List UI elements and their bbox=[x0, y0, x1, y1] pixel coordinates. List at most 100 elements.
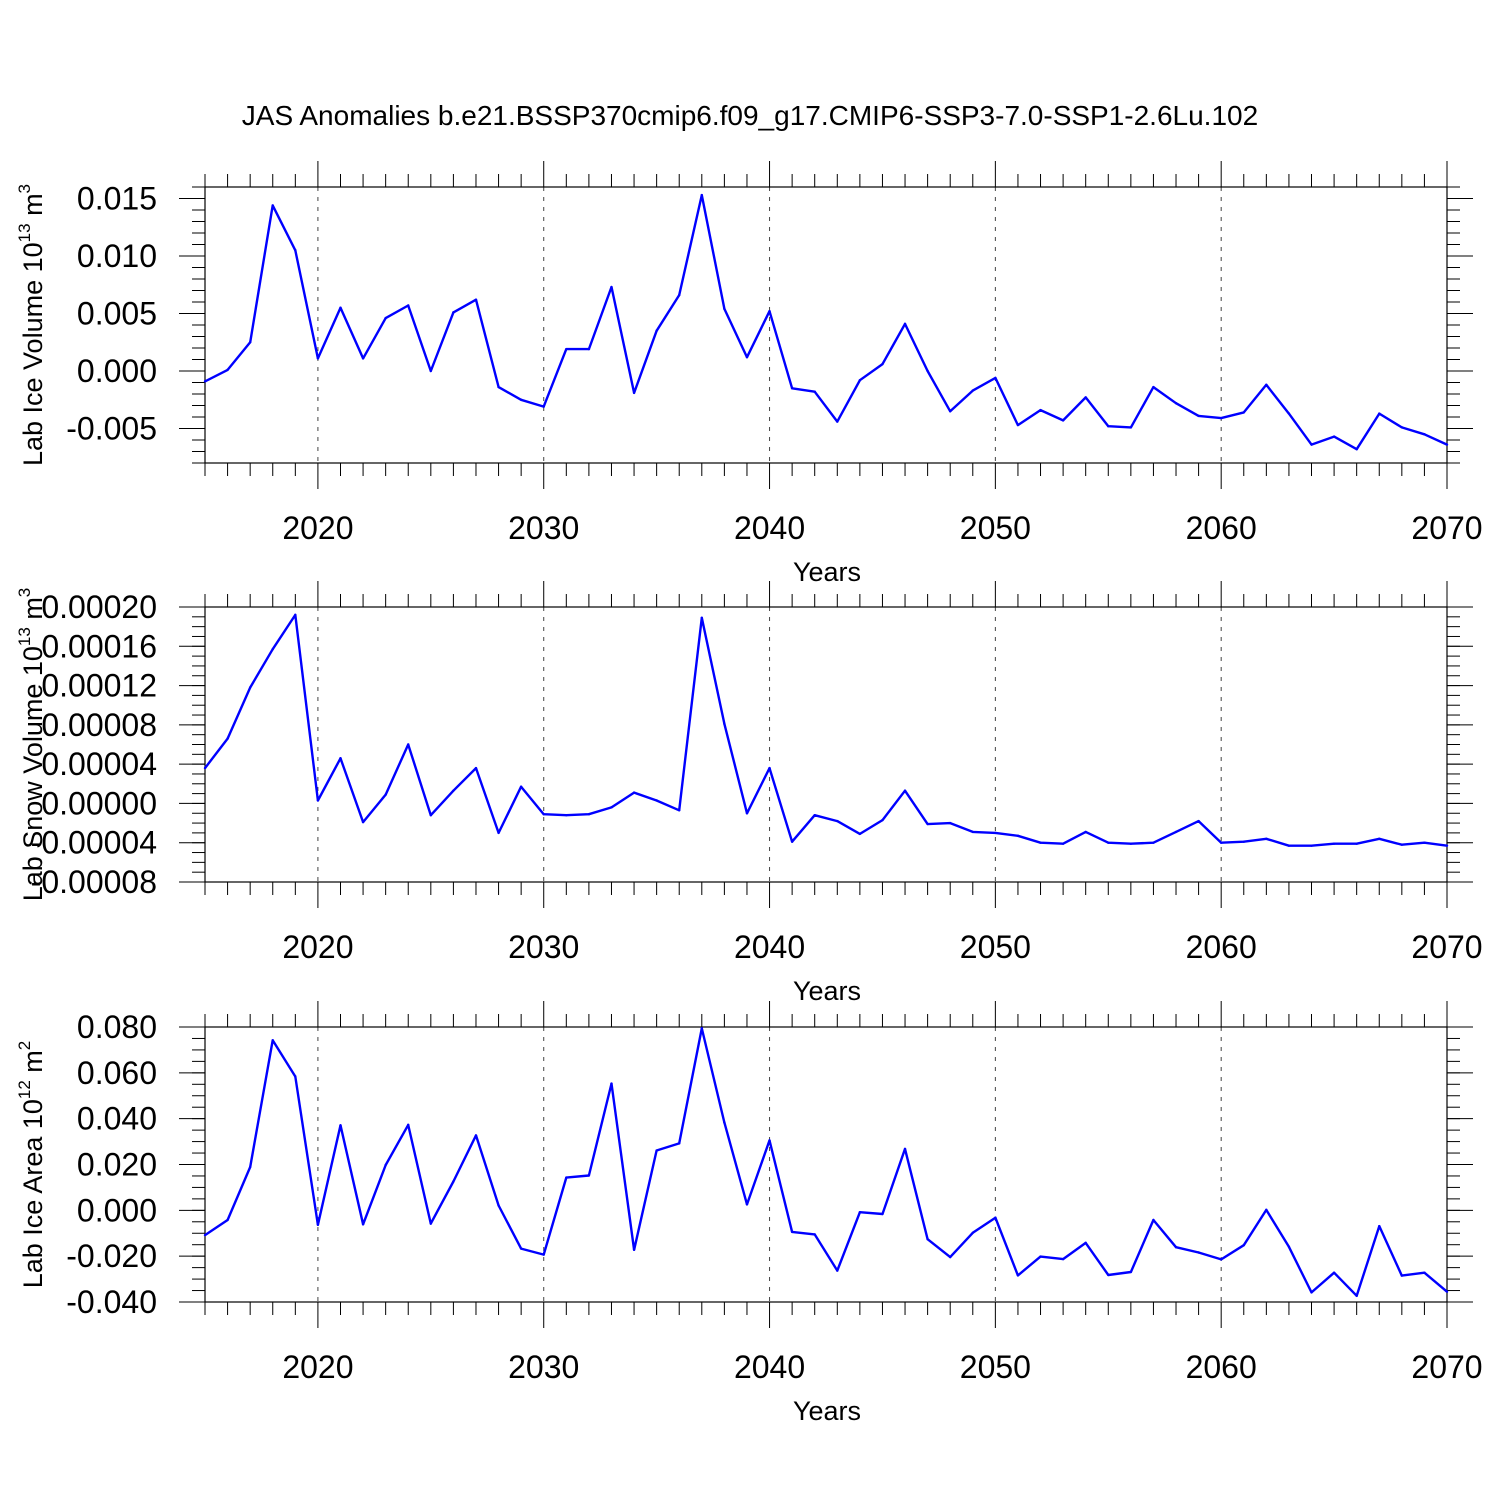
data-point bbox=[203, 380, 207, 383]
data-point bbox=[226, 1218, 229, 1222]
y-axis-title-unit-exp: 3 bbox=[15, 588, 34, 597]
data-point bbox=[768, 1139, 771, 1142]
x-tick-label: 2070 bbox=[1411, 1349, 1482, 1385]
data-point bbox=[1016, 834, 1020, 838]
data-point bbox=[1084, 830, 1087, 834]
data-point bbox=[1265, 383, 1268, 386]
data-point bbox=[1197, 414, 1200, 418]
y-tick-label: 0.000 bbox=[77, 353, 157, 389]
data-point bbox=[361, 820, 365, 824]
data-point bbox=[248, 686, 252, 689]
data-point bbox=[429, 814, 433, 817]
data-point bbox=[723, 307, 726, 311]
data-point bbox=[1423, 433, 1426, 436]
data-point bbox=[1061, 842, 1065, 845]
data-point bbox=[745, 356, 749, 359]
data-point bbox=[858, 379, 862, 382]
data-point bbox=[1355, 448, 1358, 451]
data-point bbox=[903, 322, 907, 326]
data-point bbox=[1287, 1245, 1291, 1248]
y-tick-label: -0.005 bbox=[66, 411, 157, 447]
data-point bbox=[384, 316, 387, 320]
x-tick-label: 2050 bbox=[960, 929, 1031, 965]
y-tick-label: 0.040 bbox=[77, 1101, 157, 1137]
data-point bbox=[203, 1233, 207, 1237]
y-axis-title: Lab Snow Volume 1013 m3 bbox=[15, 588, 48, 902]
data-point bbox=[1310, 443, 1313, 446]
data-point bbox=[497, 385, 500, 389]
data-point bbox=[994, 1216, 997, 1219]
y-axis-title-text: Lab Ice Area 10 bbox=[18, 1099, 48, 1288]
data-point bbox=[1219, 416, 1223, 420]
data-point bbox=[542, 813, 545, 816]
y-tick-label: 0.015 bbox=[77, 181, 157, 217]
data-point bbox=[790, 387, 794, 390]
y-axis-title-unit: m bbox=[18, 1050, 48, 1080]
data-point bbox=[361, 357, 365, 360]
data-point bbox=[655, 1149, 658, 1152]
data-point bbox=[881, 1212, 884, 1216]
data-point bbox=[881, 362, 884, 366]
y-tick-label: 0.00012 bbox=[41, 668, 157, 704]
data-point bbox=[1129, 842, 1133, 845]
x-tick-label: 2030 bbox=[508, 1349, 579, 1385]
data-point bbox=[610, 1082, 613, 1085]
data-point bbox=[203, 766, 207, 770]
data-point bbox=[565, 347, 568, 351]
data-point bbox=[1084, 396, 1087, 399]
x-tick-label: 2070 bbox=[1411, 510, 1482, 546]
y-tick-label: 0.00004 bbox=[41, 746, 157, 782]
y-tick-label: -0.020 bbox=[66, 1238, 157, 1274]
y-axis-title-text: Lab Snow Volume 10 bbox=[18, 646, 48, 901]
panel-ice-area: -0.040 -0.020 0.000 0.020 0.040 0.060 0.080 202… bbox=[15, 1001, 1483, 1426]
x-tick-label: 2020 bbox=[282, 929, 353, 965]
data-point bbox=[1084, 1241, 1087, 1245]
data-point bbox=[655, 329, 658, 332]
data-point bbox=[316, 799, 320, 802]
x-tick-label: 2060 bbox=[1186, 929, 1257, 965]
data-point bbox=[700, 193, 703, 197]
x-axis-title: Years bbox=[793, 557, 861, 587]
data-point bbox=[1265, 1208, 1268, 1212]
data-point bbox=[452, 1180, 455, 1183]
data-point bbox=[949, 1255, 952, 1259]
data-point bbox=[407, 304, 410, 307]
y-axis-title: Lab Ice Area 1012 m2 bbox=[15, 1041, 48, 1289]
y-axis-title-unit: m bbox=[18, 597, 48, 627]
plot-frame bbox=[204, 606, 1448, 883]
data-point bbox=[1039, 841, 1042, 844]
y-axis-title: Lab Ice Volume 1013 m3 bbox=[15, 184, 48, 466]
y-tick-label: -0.00004 bbox=[31, 825, 157, 861]
y-axis-title-unit: m bbox=[18, 193, 48, 223]
data-point bbox=[1378, 837, 1381, 840]
x-tick-label: 2050 bbox=[960, 1349, 1031, 1385]
series-line bbox=[204, 613, 1448, 847]
data-point bbox=[1355, 1294, 1358, 1298]
data-point bbox=[1445, 443, 1449, 446]
data-point bbox=[474, 298, 478, 301]
x-tick-label: 2060 bbox=[1186, 1349, 1257, 1385]
data-point bbox=[903, 789, 907, 792]
x-tick-label: 2070 bbox=[1411, 929, 1482, 965]
y-tick-label: -0.040 bbox=[66, 1284, 157, 1320]
data-point bbox=[542, 405, 545, 408]
y-tick-label: -0.00008 bbox=[31, 864, 157, 900]
data-point bbox=[474, 766, 478, 770]
data-point bbox=[1242, 411, 1245, 414]
panel-snow-volume: -0.00008-0.000040.000000.000040.000080.0… bbox=[15, 581, 1483, 1006]
data-point bbox=[723, 722, 726, 726]
data-point bbox=[587, 1174, 591, 1177]
data-point bbox=[678, 1142, 681, 1145]
data-point bbox=[1400, 1274, 1404, 1277]
data-point bbox=[994, 376, 997, 380]
data-point bbox=[1332, 1271, 1336, 1274]
x-tick-label: 2040 bbox=[734, 510, 805, 546]
x-tick-label: 2040 bbox=[734, 929, 805, 965]
data-point bbox=[1129, 1270, 1133, 1274]
data-point bbox=[1219, 1258, 1223, 1261]
data-point bbox=[339, 1124, 342, 1127]
data-point bbox=[1310, 844, 1313, 847]
data-point bbox=[407, 743, 410, 746]
y-tick-label: 0.00020 bbox=[41, 589, 157, 625]
